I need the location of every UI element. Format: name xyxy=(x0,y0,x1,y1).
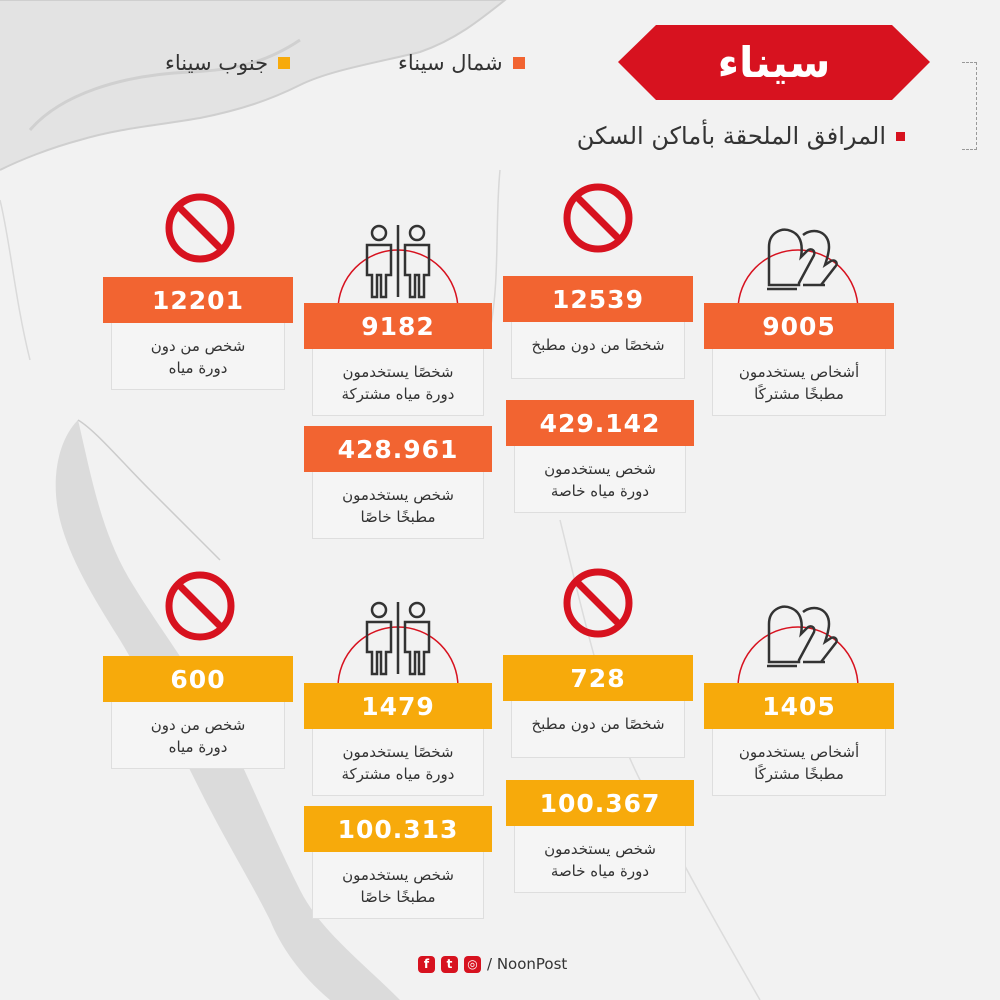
no-sign-icon xyxy=(563,568,633,638)
subtitle: المرافق الملحقة بأماكن السكن xyxy=(577,122,905,150)
stat-label-line: شخصًا يستخدمون xyxy=(342,363,454,381)
stat-label: شخصًا يستخدمون دورة مياه مشتركة xyxy=(312,349,484,416)
stat-label-line: دورة مياه خاصة xyxy=(550,862,650,880)
stat-label-line: أشخاص يستخدمون xyxy=(738,743,860,761)
stat-label: شخص يستخدمون دورة مياه خاصة xyxy=(514,446,686,513)
footer: f t ◎ / NoonPost xyxy=(418,955,567,973)
stat-label-line: شخص يستخدمون xyxy=(544,840,656,858)
north-private-kitchen-card: 428.961 شخص يستخدمون مطبخًا خاصًا xyxy=(304,426,492,539)
stat-value: 12201 xyxy=(103,277,293,323)
south-no-toilet-card: 600 شخص من دون دورة مياه xyxy=(103,656,293,769)
footer-brand: / NoonPost xyxy=(487,955,568,973)
stat-label-line: مطبخًا خاصًا xyxy=(360,888,436,906)
stat-value: 9005 xyxy=(704,303,894,349)
stat-label: شخص يستخدمون دورة مياه خاصة xyxy=(514,826,686,893)
stat-label-line: دورة مياه خاصة xyxy=(550,482,650,500)
stat-label: أشخاص يستخدمون مطبخًا مشتركًا xyxy=(712,349,886,416)
stat-label: أشخاص يستخدمون مطبخًا مشتركًا xyxy=(712,729,886,796)
stat-value: 728 xyxy=(503,655,693,701)
north-private-toilet-card: 429.142 شخص يستخدمون دورة مياه خاصة xyxy=(506,400,694,513)
stat-label: شخص يستخدمون مطبخًا خاصًا xyxy=(312,472,484,539)
toilet-people-icon xyxy=(337,224,459,310)
oven-mitts-icon xyxy=(737,228,859,310)
south-shared-kitchen-card: 1405 أشخاص يستخدمون مطبخًا مشتركًا xyxy=(704,683,894,796)
south-private-toilet-card: 100.367 شخص يستخدمون دورة مياه خاصة xyxy=(506,780,694,893)
stat-value: 600 xyxy=(103,656,293,702)
legend-north-swatch xyxy=(512,57,525,69)
south-private-kitchen-card: 100.313 شخص يستخدمون مطبخًا خاصًا xyxy=(304,806,492,919)
north-shared-toilet-card: 9182 شخصًا يستخدمون دورة مياه مشتركة xyxy=(304,303,492,416)
stat-label: شخصًا من دون مطبخ xyxy=(511,701,685,758)
stat-value: 12539 xyxy=(503,276,693,322)
stat-label-line: دورة مياه xyxy=(168,738,228,756)
toilet-people-icon xyxy=(337,601,459,687)
stat-label: شخصًا يستخدمون دورة مياه مشتركة xyxy=(312,729,484,796)
legend-south-label: جنوب سيناء xyxy=(165,51,269,75)
stat-label-line: أشخاص يستخدمون xyxy=(738,363,860,381)
stat-label-line: مطبخًا خاصًا xyxy=(360,508,436,526)
stat-label-line: مطبخًا مشتركًا xyxy=(754,385,844,403)
stat-value: 1405 xyxy=(704,683,894,729)
stat-value: 100.313 xyxy=(304,806,492,852)
stat-label-line: شخص يستخدمون xyxy=(342,866,454,884)
stat-label-line: شخصًا من دون مطبخ xyxy=(531,715,665,733)
stat-label: شخصًا من دون مطبخ xyxy=(511,322,685,379)
south-no-kitchen-card: 728 شخصًا من دون مطبخ xyxy=(503,655,693,758)
stat-label-line: شخصًا يستخدمون xyxy=(342,743,454,761)
stat-value: 429.142 xyxy=(506,400,694,446)
stat-label-line: شخص يستخدمون xyxy=(342,486,454,504)
stat-value: 100.367 xyxy=(506,780,694,826)
stat-label: شخص يستخدمون مطبخًا خاصًا xyxy=(312,852,484,919)
stat-label: شخص من دون دورة مياه xyxy=(111,702,285,769)
stat-label-line: شخص من دون xyxy=(150,337,246,355)
stat-label-line: دورة مياه مشتركة xyxy=(341,765,455,783)
page-title: سيناء xyxy=(717,38,831,87)
no-sign-icon xyxy=(165,193,235,263)
stat-label-line: دورة مياه مشتركة xyxy=(341,385,455,403)
instagram-icon[interactable]: ◎ xyxy=(464,955,481,973)
stat-label: شخص من دون دورة مياه xyxy=(111,323,285,390)
legend-north: شمال سيناء xyxy=(398,48,525,78)
stat-label-line: دورة مياه xyxy=(168,359,228,377)
north-shared-kitchen-card: 9005 أشخاص يستخدمون مطبخًا مشتركًا xyxy=(704,303,894,416)
stat-value: 428.961 xyxy=(304,426,492,472)
no-sign-icon xyxy=(563,183,633,253)
stat-value: 1479 xyxy=(304,683,492,729)
north-no-toilet-card: 12201 شخص من دون دورة مياه xyxy=(103,277,293,390)
stat-label-line: شخص من دون xyxy=(150,716,246,734)
no-sign-icon xyxy=(165,571,235,641)
oven-mitts-icon xyxy=(737,605,859,687)
legend-south-swatch xyxy=(278,57,291,69)
subtitle-text: المرافق الملحقة بأماكن السكن xyxy=(576,122,886,150)
legend-north-label: شمال سيناء xyxy=(398,51,503,75)
subtitle-bullet xyxy=(896,131,905,141)
legend-south: جنوب سيناء xyxy=(165,48,291,78)
stat-label-line: مطبخًا مشتركًا xyxy=(754,765,844,783)
stat-label-line: شخص يستخدمون xyxy=(544,460,656,478)
title-banner xyxy=(618,25,930,100)
north-no-kitchen-card: 12539 شخصًا من دون مطبخ xyxy=(503,276,693,379)
title-frame xyxy=(962,62,977,150)
stat-label-line: شخصًا من دون مطبخ xyxy=(531,336,665,354)
facebook-icon[interactable]: f xyxy=(418,955,435,973)
south-shared-toilet-card: 1479 شخصًا يستخدمون دورة مياه مشتركة xyxy=(304,683,492,796)
stat-value: 9182 xyxy=(304,303,492,349)
twitter-icon[interactable]: t xyxy=(441,955,458,973)
